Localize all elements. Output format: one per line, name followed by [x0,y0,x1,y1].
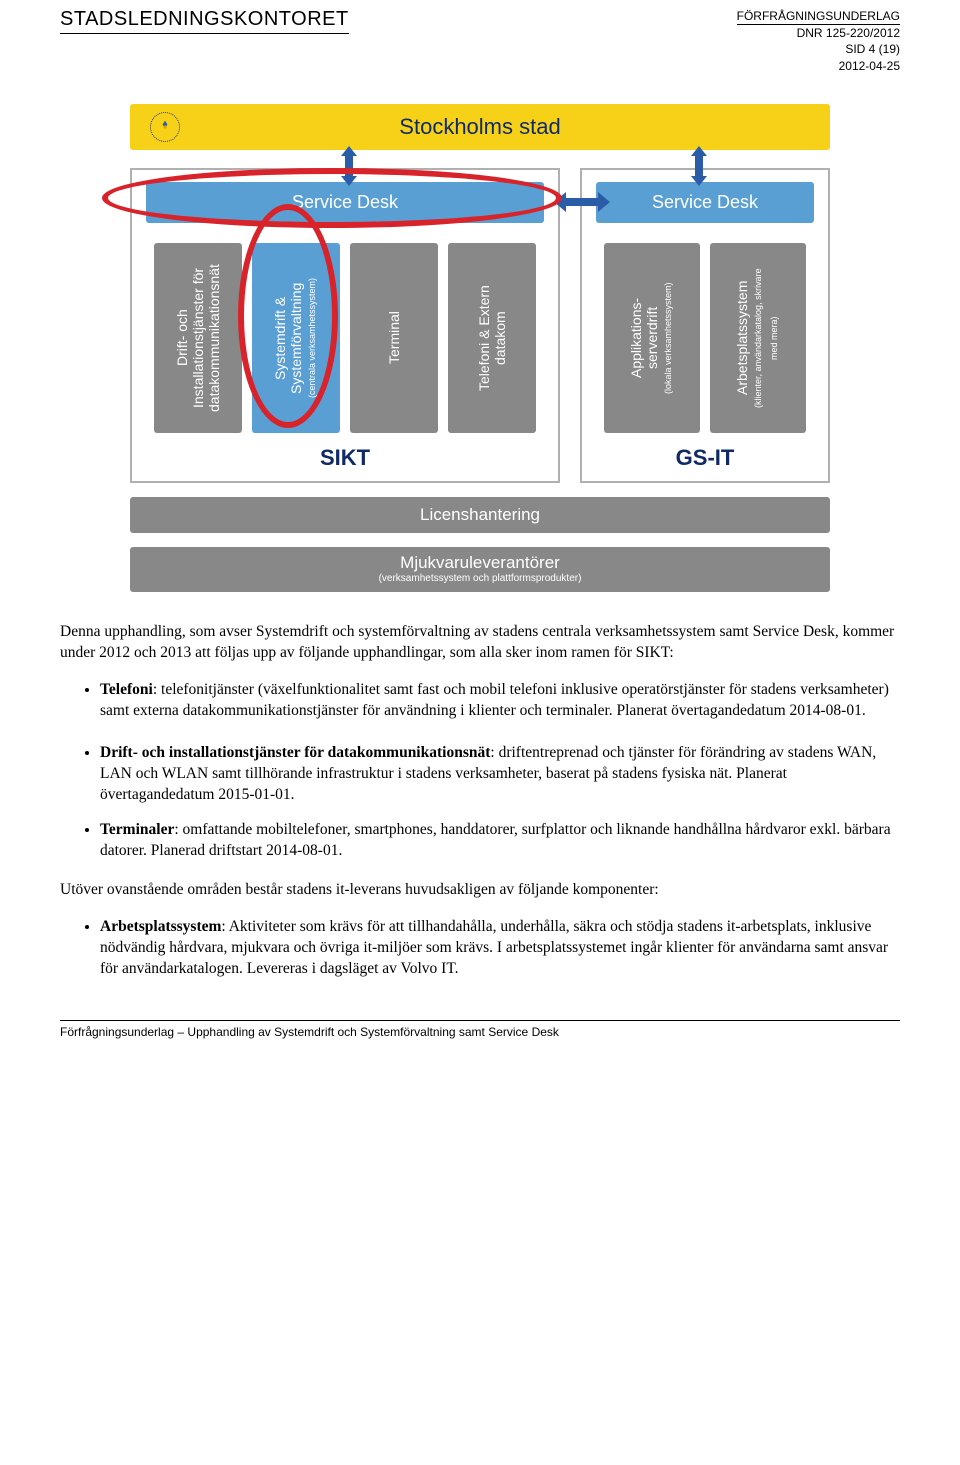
intro-paragraph: Denna upphandling, som avser Systemdrift… [60,622,900,664]
stockholm-title: Stockholms stad [399,114,560,140]
pillar-telefoni: Telefoni & Externdatakom [448,243,536,433]
stockholm-bar: Stockholms stad [130,104,830,150]
page-header: STADSLEDNINGSKONTORET FÖRFRÅGNINGSUNDERL… [60,0,900,74]
pillar-terminal: Terminal [350,243,438,433]
mjukvaru-sub: (verksamhetssystem och plattformsprodukt… [130,573,830,584]
para-utover: Utöver ovanstående områden består staden… [60,880,900,901]
gsit-label: GS-IT [596,445,814,471]
doc-date: 2012-04-25 [839,59,900,73]
arrow-down-right-icon [685,146,713,186]
org-name: STADSLEDNINGSKONTORET [60,8,349,34]
org-diagram: Stockholms stad Service Desk Drift- ochI… [130,104,830,592]
panels-row: Service Desk Drift- ochInstallationstjän… [130,168,830,483]
arrow-down-left-icon [335,146,363,186]
gsit-panel: Service Desk Applikations-serverdrift(lo… [580,168,830,483]
bullet-drift: Drift- och installationstjänster för dat… [100,743,900,806]
doc-type: FÖRFRÅGNINGSUNDERLAG [737,8,900,25]
mjukvaru-title: Mjukvaruleverantörer [400,553,560,572]
sikt-label: SIKT [146,445,544,471]
service-desk-left: Service Desk [146,182,544,223]
pillar-arbetsplats: Arbetsplatssystem(klienter, användarkata… [710,243,806,433]
pillar-datakom: Drift- ochInstallationstjänster fördatak… [154,243,242,433]
bullet-list-2: Arbetsplatssystem: Aktiviteter som krävs… [60,917,900,980]
sikt-panel: Service Desk Drift- ochInstallationstjän… [130,168,560,483]
arrow-between-icon [554,188,610,216]
bullet-arbetsplats: Arbetsplatssystem: Aktiviteter som krävs… [100,917,900,980]
licens-bar: Licenshantering [130,497,830,533]
bullet-terminaler: Terminaler: omfattande mobiltelefoner, s… [100,820,900,862]
sikt-pillars: Drift- ochInstallationstjänster fördatak… [146,243,544,433]
gsit-pillars: Applikations-serverdrift(lokala verksamh… [596,243,814,433]
doc-meta: FÖRFRÅGNINGSUNDERLAG DNR 125-220/2012 SI… [737,8,900,74]
page-footer: Förfrågningsunderlag – Upphandling av Sy… [60,1020,900,1039]
bullet-list-1: Telefoni: telefonitjänster (växelfunktio… [60,680,900,862]
pillar-applikations: Applikations-serverdrift(lokala verksamh… [604,243,700,433]
dnr: DNR 125-220/2012 [797,26,900,40]
page-num: SID 4 (19) [845,42,900,56]
city-crest-icon [150,112,180,142]
bullet-telefoni: Telefoni: telefonitjänster (växelfunktio… [100,680,900,722]
pillar-systemdrift: Systemdrift &Systemförvaltning(centrala … [252,243,340,433]
body-content: Denna upphandling, som avser Systemdrift… [60,622,900,980]
mjukvaru-bar: Mjukvaruleverantörer (verksamhetssystem … [130,547,830,592]
service-desk-right: Service Desk [596,182,814,223]
